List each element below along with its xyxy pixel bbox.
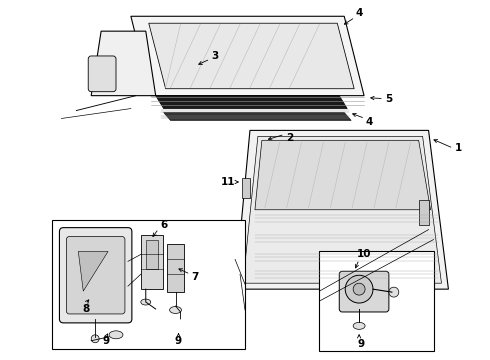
Bar xyxy=(167,244,184,292)
Circle shape xyxy=(345,275,373,303)
Bar xyxy=(319,251,434,351)
Text: 5: 5 xyxy=(385,94,392,104)
Polygon shape xyxy=(243,136,441,283)
Text: 6: 6 xyxy=(160,220,167,230)
Ellipse shape xyxy=(353,323,365,329)
Bar xyxy=(242,178,250,198)
FancyBboxPatch shape xyxy=(59,228,132,323)
Bar xyxy=(141,235,163,289)
Polygon shape xyxy=(164,113,351,121)
Text: 4: 4 xyxy=(355,8,363,18)
Text: 9: 9 xyxy=(358,339,365,349)
Bar xyxy=(51,220,245,349)
Text: 11: 11 xyxy=(221,177,235,187)
Polygon shape xyxy=(255,140,431,210)
Ellipse shape xyxy=(109,331,123,339)
Text: 9: 9 xyxy=(175,336,182,346)
Bar xyxy=(146,239,158,269)
Circle shape xyxy=(353,283,365,295)
Polygon shape xyxy=(156,96,347,109)
Polygon shape xyxy=(235,130,448,289)
Polygon shape xyxy=(78,251,108,291)
Text: 7: 7 xyxy=(192,272,199,282)
FancyBboxPatch shape xyxy=(66,237,125,314)
Polygon shape xyxy=(131,16,364,96)
Text: 1: 1 xyxy=(455,143,462,153)
Text: 2: 2 xyxy=(286,133,294,143)
Text: 10: 10 xyxy=(357,249,371,260)
FancyBboxPatch shape xyxy=(88,56,116,92)
Ellipse shape xyxy=(170,306,181,314)
Circle shape xyxy=(389,287,399,297)
Text: 4: 4 xyxy=(366,117,373,127)
Text: 9: 9 xyxy=(102,336,110,346)
Text: 8: 8 xyxy=(83,304,90,314)
Bar xyxy=(418,200,429,225)
Circle shape xyxy=(91,335,99,343)
Polygon shape xyxy=(149,23,354,89)
Ellipse shape xyxy=(141,299,151,305)
Text: 3: 3 xyxy=(212,51,219,61)
Polygon shape xyxy=(91,31,156,96)
FancyBboxPatch shape xyxy=(339,271,389,312)
